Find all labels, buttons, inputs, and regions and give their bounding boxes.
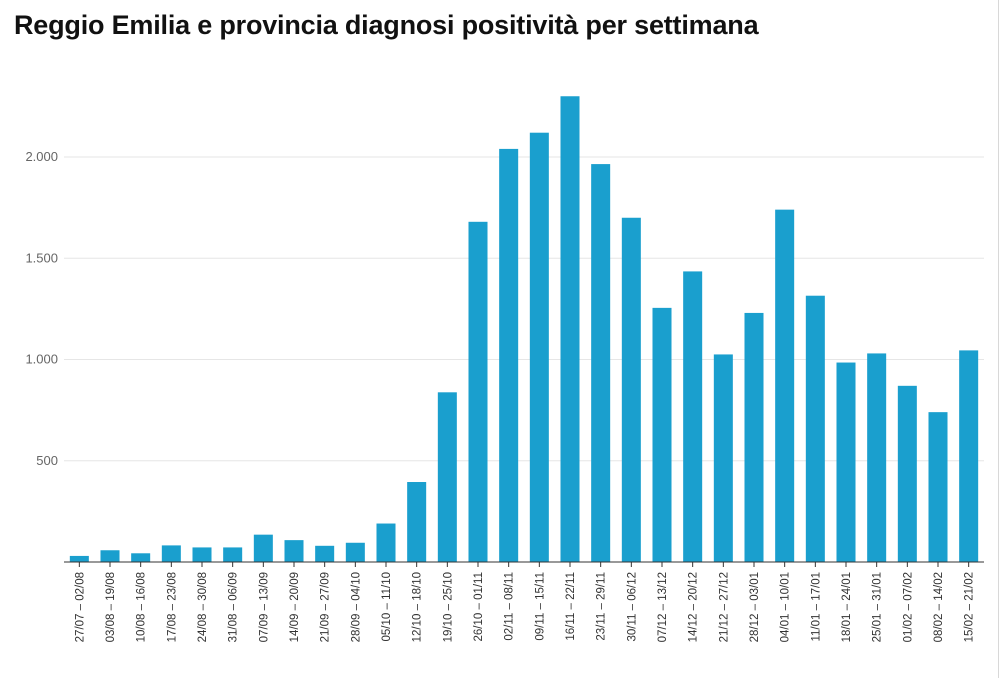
y-axis-ticks: 500 1.000 1.500 2.000 [25,149,58,468]
grid-lines [64,156,984,462]
x-tick-label: 25/01 – 31/01 [872,572,884,642]
bar [713,354,733,562]
x-tick-label: 21/12 – 27/12 [718,572,730,642]
x-tick-label: 23/11 – 29/11 [596,572,608,641]
chart-title: Reggio Emilia e provincia diagnosi posit… [14,10,759,40]
x-tick-label: 05/10 – 11/10 [381,572,393,642]
bar [867,353,887,562]
x-tick-label: 21/09 – 27/09 [320,572,332,642]
x-tick-label: 17/08 – 23/08 [166,572,178,642]
bar [560,96,580,562]
bar [744,312,764,562]
bar [192,547,212,562]
x-tick-label: 07/12 – 13/12 [657,572,669,642]
x-tick-label: 07/09 – 13/09 [258,572,270,642]
x-tick-label: 02/11 – 08/11 [504,572,516,641]
bar [805,295,825,562]
bar [529,132,549,562]
bar [591,164,611,562]
bar [959,350,979,562]
y-tick-label: 1.000 [25,352,58,367]
x-tick-label: 28/09 – 04/10 [350,572,362,642]
x-tick-label: 30/11 – 06/12 [626,572,638,642]
x-tick-label: 10/08 – 16/08 [136,572,148,642]
x-tick-label: 31/08 – 06/09 [228,572,240,642]
bar [253,534,273,562]
y-tick-label: 2.000 [25,149,58,164]
x-tick-label: 04/01 – 10/01 [780,572,792,642]
bar [928,412,948,562]
bar [100,550,120,562]
x-tick-label: 16/11 – 22/11 [565,572,577,641]
bar [775,209,795,562]
bars [69,96,979,563]
bar [897,385,917,562]
x-tick-label: 26/10 – 01/11 [473,572,485,642]
x-tick-label: 27/07 – 02/08 [74,572,86,642]
bar [223,547,243,562]
bar [345,542,365,562]
x-tick-label: 14/12 – 20/12 [688,572,700,642]
x-tick-label: 01/02 – 07/02 [902,572,914,642]
bar [315,545,335,562]
x-tick-label: 08/02 – 14/02 [933,572,945,642]
y-tick-label: 500 [36,453,58,468]
x-tick-label: 12/10 – 18/10 [412,572,424,642]
bar [683,271,703,562]
bar [836,362,856,562]
bar [437,392,457,562]
y-tick-label: 1.500 [25,250,58,265]
bar [131,553,151,562]
bar [284,540,304,562]
bar [499,148,519,562]
x-tick-label: 11/01 – 17/01 [810,572,822,642]
x-tick-label: 15/02 – 21/02 [964,572,976,642]
x-tick-label: 28/12 – 03/01 [749,572,761,642]
x-tick-label: 14/09 – 20/09 [289,572,301,642]
x-tick-label: 18/01 – 24/01 [841,572,853,642]
bar [621,217,641,562]
x-axis-ticks: 27/07 – 02/08 03/08 – 19/08 10/08 – 16/08 1… [74,562,976,642]
bar [407,482,427,562]
x-tick-label: 09/11 – 15/11 [534,572,546,641]
x-tick-label: 19/10 – 25/10 [442,572,454,642]
bar [468,221,488,563]
bar [69,555,89,562]
bar [652,307,672,562]
bar [161,545,181,562]
x-tick-label: 24/08 – 30/08 [197,572,209,642]
x-tick-label: 03/08 – 19/08 [105,572,117,642]
bar [376,523,396,562]
